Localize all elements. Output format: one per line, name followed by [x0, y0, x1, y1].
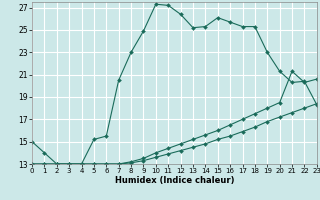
X-axis label: Humidex (Indice chaleur): Humidex (Indice chaleur)	[115, 176, 234, 185]
